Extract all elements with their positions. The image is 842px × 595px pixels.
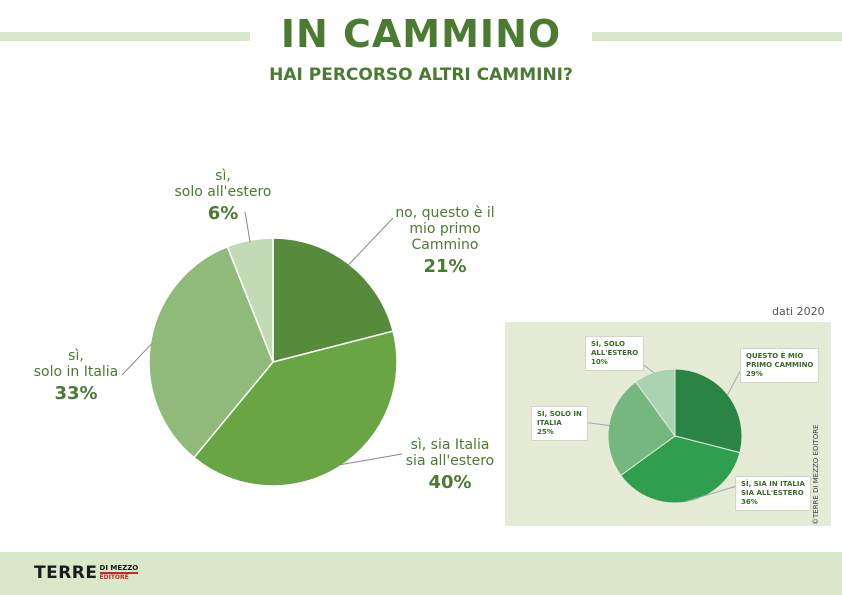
main-label-only-abroad-line-2: solo all'estero	[174, 184, 272, 200]
logo-side-text: DI MEZZO EDITORE	[99, 564, 139, 582]
inset-label-italy-abroad: SÌ, SIA IN ITALIA SIA ALL'ESTERO 36%	[735, 476, 811, 511]
terre-di-mezzo-logo: TERRE DI MEZZO EDITORE	[34, 563, 139, 583]
inset-label-only-abroad-line-2: ALL'ESTERO	[591, 349, 639, 357]
main-leader-only-abroad	[244, 211, 251, 243]
inset-slice-only-abroad	[634, 368, 676, 438]
logo-main-word: TERRE	[34, 563, 98, 583]
main-label-italy-abroad-line-2: sia all'estero	[405, 453, 495, 469]
inset-value-only-italy: 25%	[537, 428, 554, 436]
page-subtitle: HAI PERCORSO ALTRI CAMMINI?	[269, 65, 573, 85]
header-band-left	[0, 32, 250, 41]
main-label-italy-abroad: sì, sia Italia sia all'estero 40%	[385, 437, 515, 493]
inset-pie-chart	[582, 353, 746, 504]
inset-label-only-italy: SÌ, SOLO IN ITALIA 25%	[531, 406, 588, 441]
inset-slice-italy-abroad	[620, 435, 741, 504]
page-title: IN CAMMINO	[280, 12, 562, 56]
header-band-right	[592, 32, 842, 41]
main-label-only-abroad-line-1: sì,	[215, 168, 231, 184]
main-slice-only-italy	[148, 245, 274, 459]
main-label-only-italy-line-1: sì,	[68, 348, 84, 364]
logo-bottom-word: EDITORE	[99, 574, 129, 581]
inset-value-first-walk: 29%	[746, 370, 763, 378]
inset-leader-italy-abroad	[687, 485, 738, 502]
inset-label-only-italy-line-2: ITALIA	[537, 419, 562, 427]
main-value-only-italy: 33%	[54, 383, 98, 404]
inset-value-only-abroad: 10%	[591, 358, 608, 366]
inset-label-only-abroad-line-1: SÌ, SOLO	[591, 340, 625, 348]
main-leader-only-italy	[121, 342, 153, 376]
inset-label-first-walk-line-1: QUESTO È MIO	[746, 352, 804, 360]
main-label-only-abroad: sì, solo all'estero 6%	[158, 168, 288, 224]
main-label-only-italy-line-2: solo in Italia	[33, 364, 119, 380]
main-leader-italy-abroad	[338, 453, 403, 466]
main-label-first-walk-line-2: mio primo	[409, 221, 481, 237]
logo-top-word: DI MEZZO	[99, 564, 139, 574]
main-label-first-walk-line-3: Cammino	[411, 237, 479, 253]
main-value-first-walk: 21%	[423, 256, 467, 277]
inset-label-first-walk-line-2: PRIMO CAMMINO	[746, 361, 814, 369]
inset-label-only-abroad: SÌ, SOLO ALL'ESTERO 10%	[585, 336, 645, 371]
main-label-first-walk-line-1: no, questo è il	[395, 205, 495, 221]
main-value-only-abroad: 6%	[207, 203, 239, 224]
main-slice-italy-abroad	[192, 330, 398, 487]
main-label-italy-abroad-line-1: sì, sia Italia	[410, 437, 490, 453]
main-label-only-italy: sì, solo in Italia 33%	[15, 348, 137, 404]
inset-label-only-italy-line-1: SÌ, SOLO IN	[537, 410, 582, 418]
inset-panel: QUESTO È MIO PRIMO CAMMINO 29% SÌ, SIA I…	[505, 322, 831, 526]
footer-band	[0, 552, 842, 595]
main-leader-first-walk	[347, 217, 394, 266]
copyright-note: ©TERRE DI MEZZO EDITORE	[812, 424, 820, 526]
main-value-italy-abroad: 40%	[428, 472, 472, 493]
inset-label-italy-abroad-line-1: SÌ, SIA IN ITALIA	[741, 480, 805, 488]
inset-label-italy-abroad-line-2: SIA ALL'ESTERO	[741, 489, 804, 497]
year-note: dati 2020	[772, 305, 825, 318]
inset-label-first-walk: QUESTO È MIO PRIMO CAMMINO 29%	[740, 348, 820, 383]
inset-value-italy-abroad: 36%	[741, 498, 758, 506]
main-label-first-walk: no, questo è il mio primo Cammino 21%	[375, 205, 515, 277]
